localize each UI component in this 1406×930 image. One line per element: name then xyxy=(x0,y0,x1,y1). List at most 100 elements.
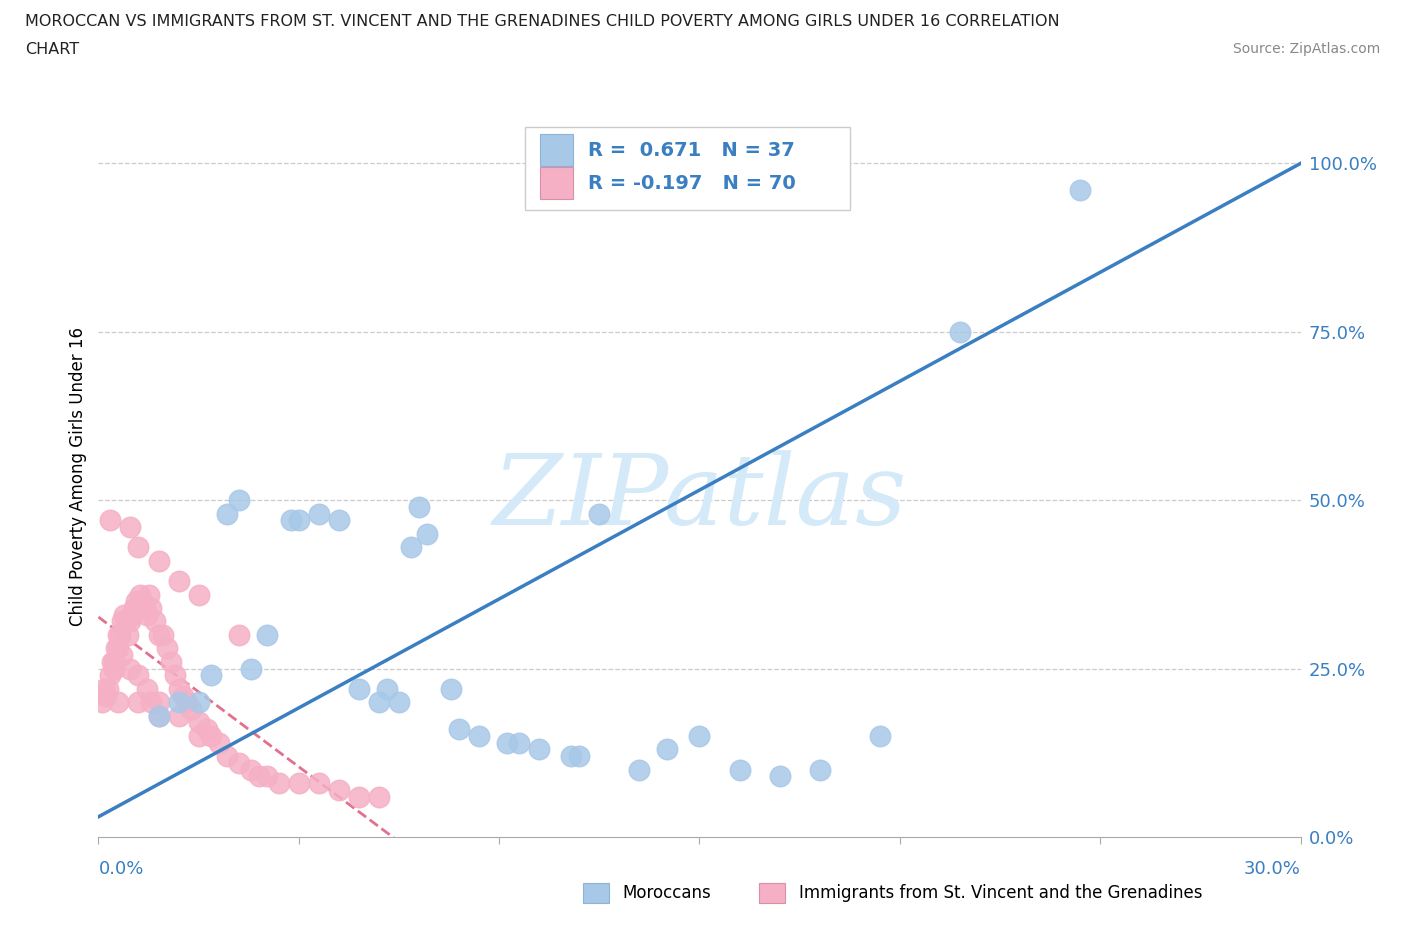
Point xyxy=(91,695,114,710)
Point xyxy=(176,695,198,710)
Point xyxy=(949,325,972,339)
Point xyxy=(167,695,190,710)
Point xyxy=(440,682,463,697)
Point xyxy=(375,682,398,697)
Point xyxy=(100,513,122,528)
Point xyxy=(128,601,150,616)
Point xyxy=(808,763,831,777)
Point xyxy=(101,655,124,670)
Point xyxy=(129,587,152,602)
Point xyxy=(388,695,411,710)
Point xyxy=(139,695,162,710)
Text: Moroccans: Moroccans xyxy=(623,884,711,902)
Point xyxy=(163,668,186,683)
Point xyxy=(769,769,792,784)
Point xyxy=(100,668,122,683)
Point xyxy=(368,695,391,710)
Point xyxy=(117,628,139,643)
Point xyxy=(215,506,238,521)
Point xyxy=(869,728,891,743)
Point xyxy=(135,682,157,697)
Point xyxy=(239,661,262,676)
Point xyxy=(256,769,278,784)
Text: ZIPatlas: ZIPatlas xyxy=(492,451,907,546)
Point xyxy=(121,607,143,622)
Point xyxy=(347,682,370,697)
Point xyxy=(107,628,129,643)
Point xyxy=(139,601,162,616)
Point xyxy=(1069,183,1091,198)
Point xyxy=(728,763,751,777)
Point xyxy=(107,695,129,710)
FancyBboxPatch shape xyxy=(540,134,574,166)
Point xyxy=(496,736,519,751)
Point xyxy=(148,695,170,710)
Point xyxy=(228,755,250,770)
Point xyxy=(103,655,125,670)
Point xyxy=(308,776,330,790)
Text: R =  0.671   N = 37: R = 0.671 N = 37 xyxy=(588,140,794,160)
Point xyxy=(399,540,422,555)
Point xyxy=(135,607,157,622)
Point xyxy=(508,736,530,751)
Point xyxy=(288,776,311,790)
Point xyxy=(308,506,330,521)
Point xyxy=(105,641,128,656)
Point xyxy=(115,614,138,629)
Point xyxy=(560,749,582,764)
Point xyxy=(114,607,136,622)
Point xyxy=(93,682,115,697)
Point xyxy=(239,763,262,777)
Point xyxy=(124,601,146,616)
FancyBboxPatch shape xyxy=(526,127,849,210)
Point xyxy=(256,628,278,643)
FancyBboxPatch shape xyxy=(540,167,574,200)
Point xyxy=(152,628,174,643)
Point xyxy=(148,628,170,643)
Point xyxy=(111,614,134,629)
Text: 30.0%: 30.0% xyxy=(1244,860,1301,878)
Point xyxy=(187,715,209,730)
Point xyxy=(657,742,679,757)
Point xyxy=(187,695,209,710)
Point xyxy=(148,553,170,568)
Point xyxy=(134,601,156,616)
Point xyxy=(167,682,190,697)
Point xyxy=(107,641,129,656)
Text: CHART: CHART xyxy=(25,42,79,57)
Point xyxy=(128,695,150,710)
Point xyxy=(468,728,491,743)
Point xyxy=(588,506,610,521)
Point xyxy=(143,614,166,629)
Point xyxy=(131,593,153,608)
Point xyxy=(167,574,190,589)
Text: 0.0%: 0.0% xyxy=(98,860,143,878)
Point xyxy=(97,682,120,697)
Point xyxy=(208,736,231,751)
Point xyxy=(228,493,250,508)
Point xyxy=(267,776,290,790)
Point xyxy=(120,614,142,629)
Point xyxy=(128,668,150,683)
Point xyxy=(628,763,651,777)
Y-axis label: Child Poverty Among Girls Under 16: Child Poverty Among Girls Under 16 xyxy=(69,327,87,626)
Point xyxy=(200,728,222,743)
Point xyxy=(447,722,470,737)
Point xyxy=(200,668,222,683)
Text: Immigrants from St. Vincent and the Grenadines: Immigrants from St. Vincent and the Gren… xyxy=(799,884,1202,902)
Point xyxy=(110,628,132,643)
Point xyxy=(111,647,134,662)
Text: Source: ZipAtlas.com: Source: ZipAtlas.com xyxy=(1233,42,1381,56)
Point xyxy=(103,661,125,676)
Point xyxy=(187,728,209,743)
Point xyxy=(368,790,391,804)
Point xyxy=(96,688,118,703)
Text: R = -0.197   N = 70: R = -0.197 N = 70 xyxy=(588,174,796,193)
Point xyxy=(180,701,202,716)
Point xyxy=(689,728,711,743)
Point xyxy=(195,722,218,737)
Point xyxy=(155,641,177,656)
Point xyxy=(125,593,148,608)
Point xyxy=(120,661,142,676)
Text: MOROCCAN VS IMMIGRANTS FROM ST. VINCENT AND THE GRENADINES CHILD POVERTY AMONG G: MOROCCAN VS IMMIGRANTS FROM ST. VINCENT … xyxy=(25,14,1060,29)
